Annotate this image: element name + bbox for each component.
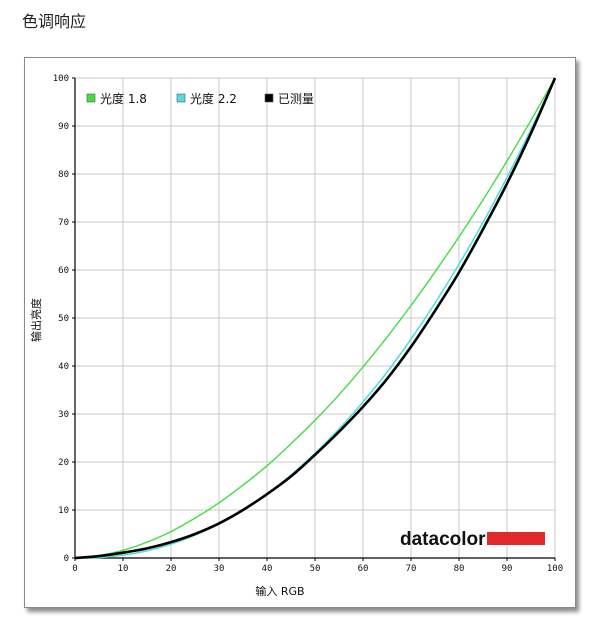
- x-axis-label: 输入 RGB: [255, 584, 304, 598]
- series-layer: [74, 77, 557, 560]
- y-tick-label: 60: [58, 266, 69, 276]
- grid-layer: [74, 77, 556, 559]
- y-tick-label: 0: [64, 554, 69, 564]
- tone-response-chart: 0 10 20 30 40 50 60 70 80 90 100 0 10 20 30 40 50 60 70 80 9…: [29, 74, 563, 598]
- y-tick-label: 40: [58, 362, 69, 372]
- x-tick-label: 90: [502, 564, 513, 574]
- series-line-1: [74, 77, 556, 559]
- legend-swatch: [176, 93, 186, 103]
- x-tick-label: 100: [547, 564, 563, 574]
- x-tick-label: 0: [72, 564, 77, 574]
- y-tick-label: 50: [58, 314, 69, 324]
- x-tick-label: 60: [358, 564, 369, 574]
- datacolor-logo: datacolor: [400, 529, 545, 550]
- y-tick-label: 20: [58, 458, 69, 468]
- x-tick-label: 50: [310, 564, 321, 574]
- x-tick-label: 70: [406, 564, 417, 574]
- legend-label: 光度 1.8: [100, 91, 147, 106]
- x-tick-label: 10: [118, 564, 129, 574]
- logo-red-bar: [487, 532, 545, 545]
- x-tick-label: 20: [166, 564, 177, 574]
- x-tick-label: 80: [454, 564, 465, 574]
- chart-legend: 光度 1.8 光度 2.2 已测量: [86, 91, 314, 106]
- legend-swatch: [264, 93, 274, 103]
- y-tick-label: 80: [58, 170, 69, 180]
- y-axis-label: 输出亮度: [29, 298, 43, 342]
- y-tick-label: 90: [58, 122, 69, 132]
- x-tick-label: 40: [262, 564, 273, 574]
- legend-label: 已测量: [278, 92, 314, 106]
- y-tick-label: 10: [58, 506, 69, 516]
- y-tick-label: 100: [53, 74, 69, 84]
- legend-swatch: [86, 93, 96, 103]
- tick-layer: 0 10 20 30 40 50 60 70 80 90 100 0 10 20 30 40 50 60 70 80 9…: [53, 74, 563, 574]
- logo-wordmark: datacolor: [400, 529, 486, 550]
- legend-label: 光度 2.2: [190, 91, 237, 106]
- y-tick-label: 30: [58, 410, 69, 420]
- y-tick-label: 70: [58, 218, 69, 228]
- series-line-3: [74, 77, 557, 560]
- page-title: 色调响应: [22, 12, 87, 31]
- x-tick-label: 30: [214, 564, 225, 574]
- chart-panel: 0 10 20 30 40 50 60 70 80 90 100 0 10 20 30 40 50 60 70 80 9…: [24, 57, 576, 608]
